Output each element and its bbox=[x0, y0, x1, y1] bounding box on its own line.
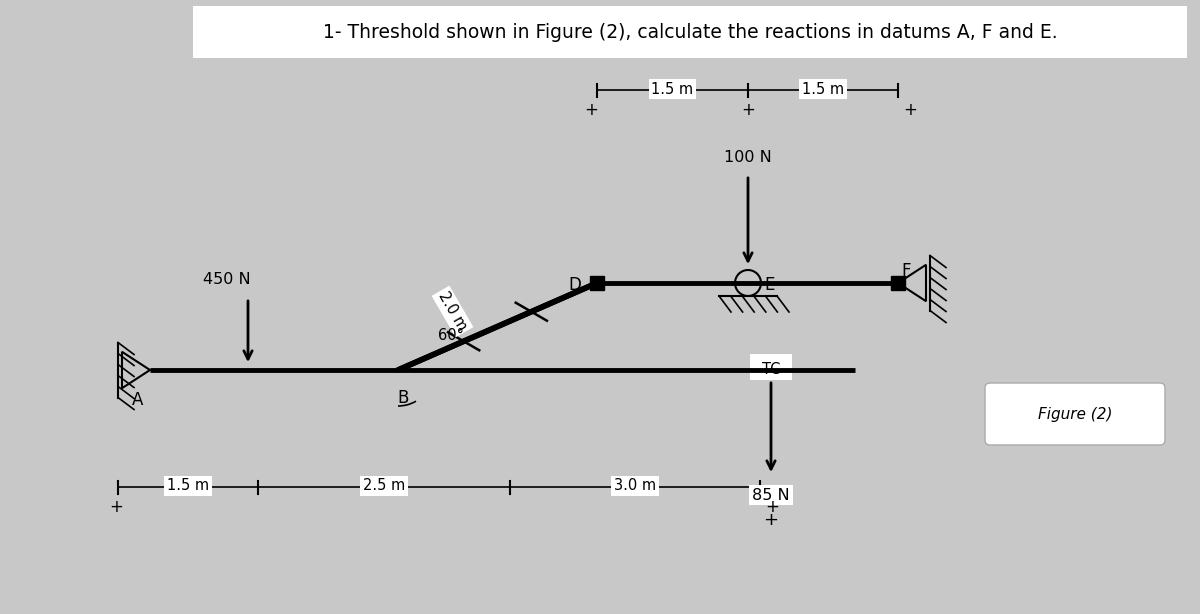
Text: +: + bbox=[763, 511, 779, 529]
Text: +: + bbox=[904, 101, 917, 119]
Text: +: + bbox=[109, 498, 122, 516]
Text: F: F bbox=[901, 262, 911, 280]
Text: 85 N: 85 N bbox=[752, 488, 790, 502]
FancyBboxPatch shape bbox=[985, 383, 1165, 445]
Text: 1.5 m: 1.5 m bbox=[167, 478, 209, 494]
Text: 1.5 m: 1.5 m bbox=[652, 82, 694, 96]
Text: TC: TC bbox=[762, 362, 780, 378]
Text: 1.5 m: 1.5 m bbox=[802, 82, 844, 96]
Text: 100 N: 100 N bbox=[724, 149, 772, 165]
Text: A: A bbox=[132, 391, 144, 409]
Text: 2.5 m: 2.5 m bbox=[362, 478, 406, 494]
Text: +: + bbox=[766, 498, 779, 516]
Text: +: + bbox=[742, 101, 755, 119]
Text: B: B bbox=[397, 389, 409, 407]
Text: +: + bbox=[584, 101, 598, 119]
Text: 2.0 m: 2.0 m bbox=[436, 289, 469, 333]
Text: D: D bbox=[569, 276, 582, 294]
Text: Figure (2): Figure (2) bbox=[1038, 406, 1112, 421]
Text: 60°: 60° bbox=[438, 327, 464, 343]
FancyBboxPatch shape bbox=[193, 6, 1187, 58]
Bar bbox=[890, 276, 905, 290]
Text: 1- Threshold shown in Figure (2), calculate the reactions in datums A, F and E.: 1- Threshold shown in Figure (2), calcul… bbox=[323, 23, 1057, 42]
FancyBboxPatch shape bbox=[750, 354, 792, 380]
Bar bbox=[590, 276, 604, 290]
Text: 3.0 m: 3.0 m bbox=[614, 478, 656, 494]
Text: E: E bbox=[764, 276, 775, 294]
Text: 450 N: 450 N bbox=[203, 273, 251, 287]
